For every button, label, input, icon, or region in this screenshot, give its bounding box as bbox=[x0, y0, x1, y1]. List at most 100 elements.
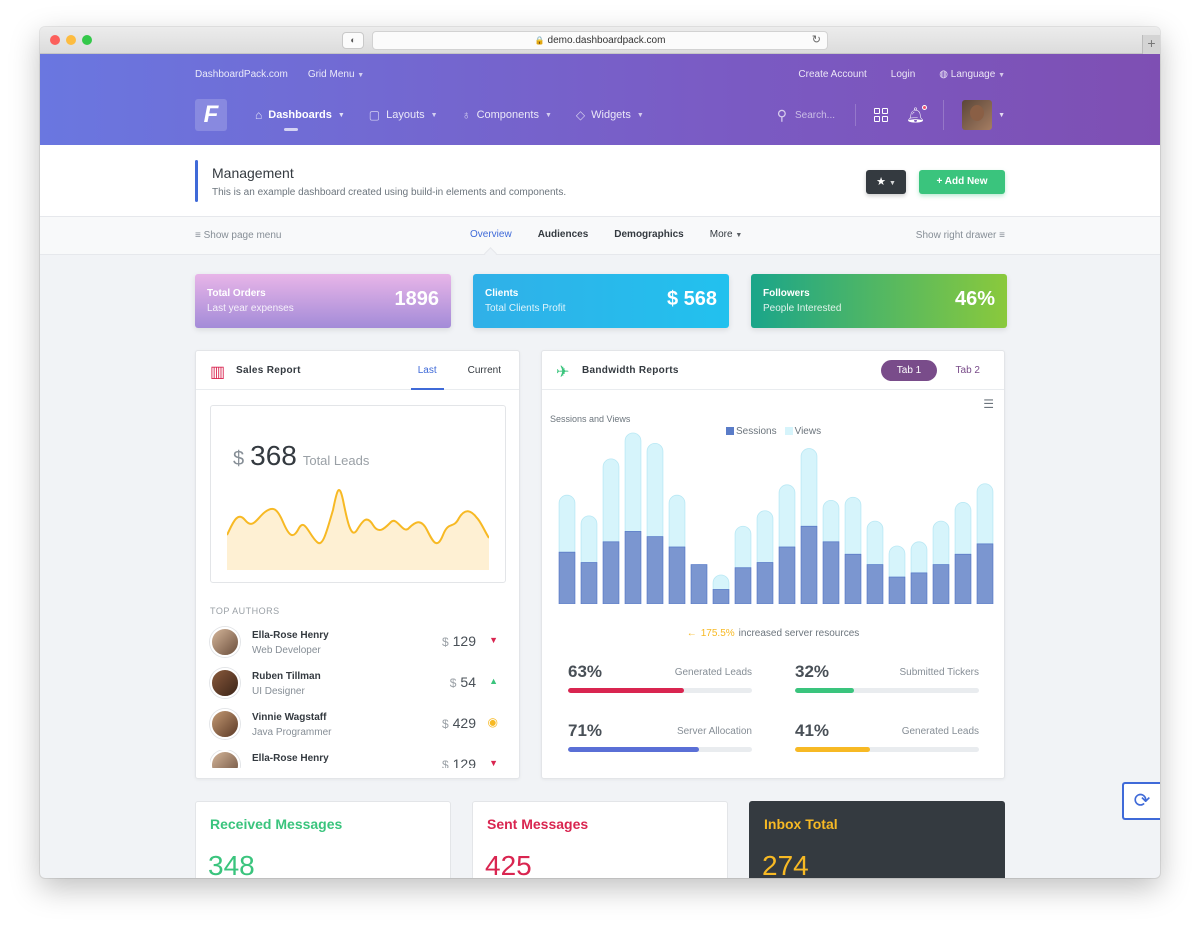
dashboard-icon: ⌂ bbox=[255, 108, 263, 122]
chevron-down-icon: ▼ bbox=[337, 111, 345, 119]
show-right-drawer-label: Show right drawer bbox=[915, 230, 997, 241]
close-window-button[interactable] bbox=[50, 35, 60, 45]
language-menu[interactable]: ◍ Language ▼ bbox=[939, 69, 1005, 80]
legend-swatch bbox=[784, 427, 793, 435]
nav-item-components[interactable]: ♁ Components ▼ bbox=[462, 108, 552, 122]
stat-tile-orders: Total Orders Last year expenses 1896 bbox=[195, 274, 451, 328]
tab-demographics[interactable]: Demographics bbox=[614, 229, 684, 240]
title-accent-bar bbox=[195, 160, 198, 202]
bar-sessions-5 bbox=[668, 546, 686, 604]
bell-icon[interactable]: 🔔︎ bbox=[906, 105, 928, 124]
leads-number: 368 bbox=[250, 440, 297, 471]
tab-more[interactable]: More ▼ bbox=[710, 229, 743, 240]
list-item[interactable]: Ella-Rose Henry Web Developer $129 ▼ bbox=[210, 627, 500, 661]
list-item[interactable]: Ella-Rose Henry $129 ▼ bbox=[210, 750, 500, 768]
card-value: 348 bbox=[208, 850, 255, 878]
progress-value: 41% bbox=[795, 721, 830, 740]
show-right-drawer-button[interactable]: Show right drawer ≡ bbox=[916, 230, 1005, 241]
amount-value: 54 bbox=[460, 674, 476, 690]
minimize-window-button[interactable] bbox=[66, 35, 76, 45]
chart-title: Sessions and Views bbox=[550, 414, 631, 424]
tab-current[interactable]: Current bbox=[467, 365, 501, 376]
tile-subtitle: Total Clients Profit bbox=[485, 303, 566, 314]
page-title-section: Management This is an example dashboard … bbox=[40, 145, 1160, 217]
bar-sessions-19 bbox=[976, 543, 994, 604]
chevron-down-icon: ▼ bbox=[636, 111, 644, 119]
progress-label: Submitted Tickers bbox=[899, 667, 979, 678]
bar-views-10 bbox=[778, 484, 796, 554]
author-role: Java Programmer bbox=[252, 727, 332, 738]
search-box[interactable]: ⚲ Search... bbox=[776, 104, 857, 126]
chevron-down-icon: ▼ bbox=[489, 758, 498, 768]
lock-icon: 🔒 bbox=[534, 36, 545, 45]
show-page-menu-button[interactable]: ≡ Show page menu bbox=[195, 230, 281, 241]
sparkline-line bbox=[227, 488, 489, 545]
search-input[interactable]: Search... bbox=[794, 109, 836, 121]
progress-value: 63% bbox=[568, 662, 603, 681]
apps-grid-icon[interactable] bbox=[874, 108, 889, 122]
hamburger-icon[interactable]: ☰ bbox=[983, 397, 994, 411]
favorite-dropdown-button[interactable]: ★ ▼ bbox=[866, 170, 906, 194]
brand-link[interactable]: DashboardPack.com bbox=[195, 68, 288, 80]
new-tab-button[interactable]: + bbox=[1142, 35, 1160, 54]
card-title: Sales Report bbox=[236, 365, 301, 376]
legend-item-views[interactable]: Views bbox=[784, 426, 821, 437]
search-icon[interactable]: ⚲ bbox=[776, 106, 787, 123]
page-tabs-bar: ≡ Show page menu Overview Audiences Demo… bbox=[40, 217, 1160, 255]
logo[interactable]: F bbox=[195, 99, 227, 131]
rocket-icon: ✈ bbox=[556, 364, 570, 381]
nav-item-label: Dashboards bbox=[268, 109, 332, 121]
avatar bbox=[210, 750, 240, 768]
bar-views-18 bbox=[954, 502, 972, 561]
bar-views-14 bbox=[866, 520, 884, 572]
reload-icon[interactable]: ↻ bbox=[811, 34, 821, 46]
grid-menu-link[interactable]: Grid Menu ▼ bbox=[308, 69, 364, 80]
tile-value: 46% bbox=[954, 288, 995, 310]
menu-icon: ≡ bbox=[195, 230, 201, 241]
progress-label: Generated Leads bbox=[674, 667, 752, 678]
nav-item-dashboards[interactable]: ⌂ Dashboards ▼ bbox=[255, 108, 345, 131]
tab-1-button[interactable]: Tab 1 bbox=[881, 360, 937, 381]
legend-item-sessions[interactable]: Sessions bbox=[726, 426, 777, 437]
tab-audiences[interactable]: Audiences bbox=[537, 229, 589, 240]
tile-title: Total Orders bbox=[207, 288, 266, 299]
address-bar[interactable]: 🔒 demo.dashboardpack.com ↻ bbox=[372, 31, 828, 50]
bar-sessions-18 bbox=[954, 553, 972, 604]
user-menu[interactable]: ▼ bbox=[943, 100, 1005, 130]
refresh-icon[interactable]: ⟳ bbox=[1122, 782, 1160, 820]
nav-item-widgets[interactable]: ◇ Widgets ▼ bbox=[576, 108, 644, 122]
avatar[interactable] bbox=[962, 100, 993, 130]
notification-dot bbox=[922, 105, 928, 110]
login-link[interactable]: Login bbox=[890, 68, 916, 80]
tab-overview[interactable]: Overview bbox=[470, 229, 512, 240]
card-header: ✈ Bandwidth Reports Tab 1 Tab 2 bbox=[542, 351, 1004, 390]
add-new-button[interactable]: + Add New bbox=[919, 170, 1005, 194]
nav-item-layouts[interactable]: ▢ Layouts ▼ bbox=[369, 108, 438, 122]
author-amount: $429 bbox=[442, 715, 476, 731]
create-account-link[interactable]: Create Account bbox=[798, 68, 867, 80]
list-item[interactable]: Ruben Tillman UI Designer $54 ▲ bbox=[210, 668, 500, 702]
window-controls bbox=[50, 35, 92, 45]
chevron-down-icon: ▼ bbox=[430, 111, 438, 119]
tile-subtitle: Last year expenses bbox=[207, 303, 294, 314]
privacy-report-icon[interactable]: ◐ bbox=[342, 32, 364, 49]
page-tabs: Overview Audiences Demographics More ▼ bbox=[470, 229, 742, 240]
bar-views-12 bbox=[822, 499, 840, 549]
tab-2-button[interactable]: Tab 2 bbox=[955, 365, 980, 376]
bulb-icon: ♁ bbox=[461, 108, 471, 122]
bar-views-4 bbox=[646, 442, 664, 544]
card-title: Received Messages bbox=[210, 816, 343, 832]
list-item[interactable]: Vinnie Wagstaff Java Programmer $429 ◉ bbox=[210, 709, 500, 743]
tile-title: Clients bbox=[485, 288, 519, 299]
stat-tiles: Total Orders Last year expenses 1896 Cli… bbox=[195, 274, 1007, 328]
bar-sessions-8 bbox=[734, 567, 752, 604]
browser-window: ◐ 🔒 demo.dashboardpack.com ↻ + DashboardP… bbox=[40, 27, 1160, 878]
nav-item-label: Layouts bbox=[386, 109, 425, 121]
bar-sessions-9 bbox=[756, 562, 774, 604]
currency-symbol: $ bbox=[441, 717, 449, 731]
maximize-window-button[interactable] bbox=[82, 35, 92, 45]
progress-value: 32% bbox=[795, 662, 830, 681]
tab-last[interactable]: Last bbox=[410, 351, 444, 390]
top-nav-right: Create Account Login ◍ Language ▼ bbox=[774, 69, 1005, 80]
tile-value: $ 568 bbox=[666, 288, 717, 310]
